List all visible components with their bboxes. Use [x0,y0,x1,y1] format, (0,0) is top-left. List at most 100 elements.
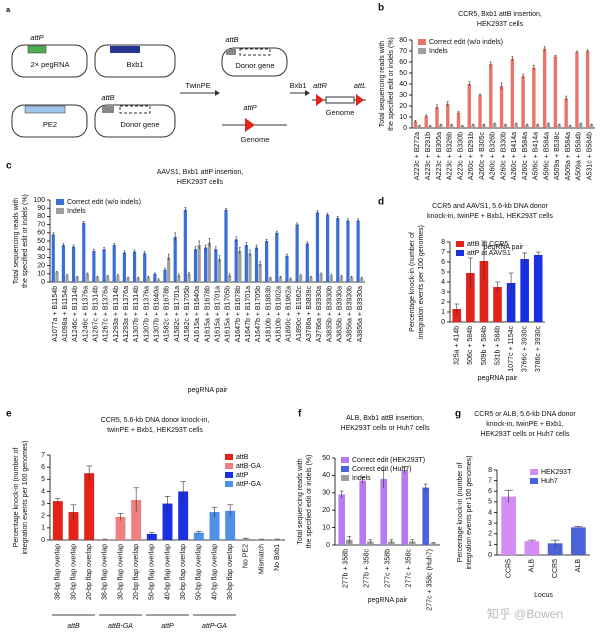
y-tick-label: 6 [41,464,45,471]
bar [295,224,299,282]
bar [99,539,110,540]
label: 2× pegRNA [31,60,70,69]
bar [228,275,232,282]
x-tick-label: A1307b + B1640a [154,286,161,342]
x-tick-label: A260c + B414a [511,132,518,180]
x-tick-label: A1267c + B1376a [103,286,110,342]
bar [499,86,504,128]
x-axis-title: pegRNA pair [188,387,228,394]
x-tick-label: A260c + B305c [479,132,486,180]
legend-swatch [341,466,349,472]
y-tick-label: 5 [441,269,445,276]
y-tick-label: 0 [326,542,330,549]
bar [506,283,516,322]
bar [467,84,471,128]
y-tick-label: 7 [488,477,492,484]
y-axis-title: Total sequencing reads with [379,41,386,127]
bar [143,253,147,282]
bar [478,95,482,128]
bar [339,276,344,282]
bar [178,491,189,540]
legend-label: Indels [67,208,86,215]
x-tick-label: 30-bp flap overlap [180,544,187,600]
attl-site [356,94,364,106]
bar [492,123,497,128]
y-tick-label: 80 [37,213,45,220]
legend-label: HEK293T [541,469,572,476]
bar [571,527,586,555]
donor-block [239,48,271,56]
group-label: attP [161,623,174,630]
y-tick-label: 3 [488,520,492,527]
chart-title: HEK293T cells [477,21,524,28]
bar [156,279,161,282]
bar [65,275,69,282]
x-tick-label: A1890c + B1962c [296,286,303,342]
x-tick-label: A509a + B584b [576,132,583,181]
bar [435,107,439,128]
bar [553,56,558,128]
x-tick-label: Mismatch [258,544,265,574]
plasmid [221,47,288,77]
y-axis-title: Total sequencing reads with [13,198,20,284]
bar [106,276,110,282]
chart-title: HEK293T cells [177,179,224,186]
y-axis-title: the specified edit or indels (%) [306,455,313,549]
label: Genome [241,135,270,144]
bar [319,273,323,282]
legend-swatch [225,463,233,469]
y-axis-title: integration events per 100 genomes) [22,440,29,554]
x-tick-label: A3856a + B3930a [357,286,364,342]
panel-letter: f [298,409,302,420]
bar [265,241,269,282]
x-tick-label: A1582c + B1678b [164,286,171,342]
y-axis-title: the specified edit or indels (%) [388,37,395,131]
bar [122,252,126,282]
bar [493,287,502,322]
bar [360,277,364,282]
x-tick-label: A223c + B291b [425,132,432,180]
x-tick-label: A1615a + B1701a [215,286,222,342]
legend-swatch [341,475,349,481]
legend-label: Correct edit (w/o indels) [429,39,503,46]
attp-block [27,45,47,54]
x-tick-label: A1647b + B1705b [255,286,262,342]
label: Bxb1 [126,60,143,69]
x-tick-label: 40-bp flap overlap [164,544,171,600]
x-tick-label: 3786c + 3930c [535,326,542,373]
bar [525,124,529,128]
legend-label: Correct edit (w/o indels) [67,199,141,206]
y-tick-label: 20 [399,103,407,110]
y-tick-label: 20 [322,507,330,514]
attp-site [245,118,255,132]
bar [585,51,590,128]
x-tick-label: A1615a + B1678b [204,286,211,342]
group-label: attB [67,623,80,630]
bar [289,278,293,282]
x-tick-label: A1293a + B1376a [123,286,130,342]
x-tick-label: 277c + 358b [384,549,391,588]
bar [177,275,181,282]
x-axis-title: pegRNA pair [368,597,408,604]
bar [52,501,63,540]
y-tick-label: 40 [37,246,45,253]
chart-title: HEK293T cells or Huh7 cells [481,431,570,438]
y-tick-label: 4 [41,488,45,495]
x-tick-label: A260c + B291b [468,132,475,180]
y-tick-label: 4 [441,279,445,286]
y-tick-label: 80 [399,37,407,44]
label: PE2 [43,120,57,129]
y-tick-label: 5 [488,499,492,506]
x-tick-label: No Bxb1 [274,544,281,571]
y-tick-label: 10 [322,524,330,531]
bar [456,112,461,128]
bar [187,273,191,282]
x-tick-label: 509b + 584b [481,326,488,365]
bar [532,67,536,128]
y-tick-label: 70 [37,221,45,228]
y-tick-label: 20 [37,262,45,269]
x-tick-label: ALB [575,559,582,573]
y-tick-label: 3 [41,500,45,507]
bar [401,470,409,545]
bar [336,218,340,282]
